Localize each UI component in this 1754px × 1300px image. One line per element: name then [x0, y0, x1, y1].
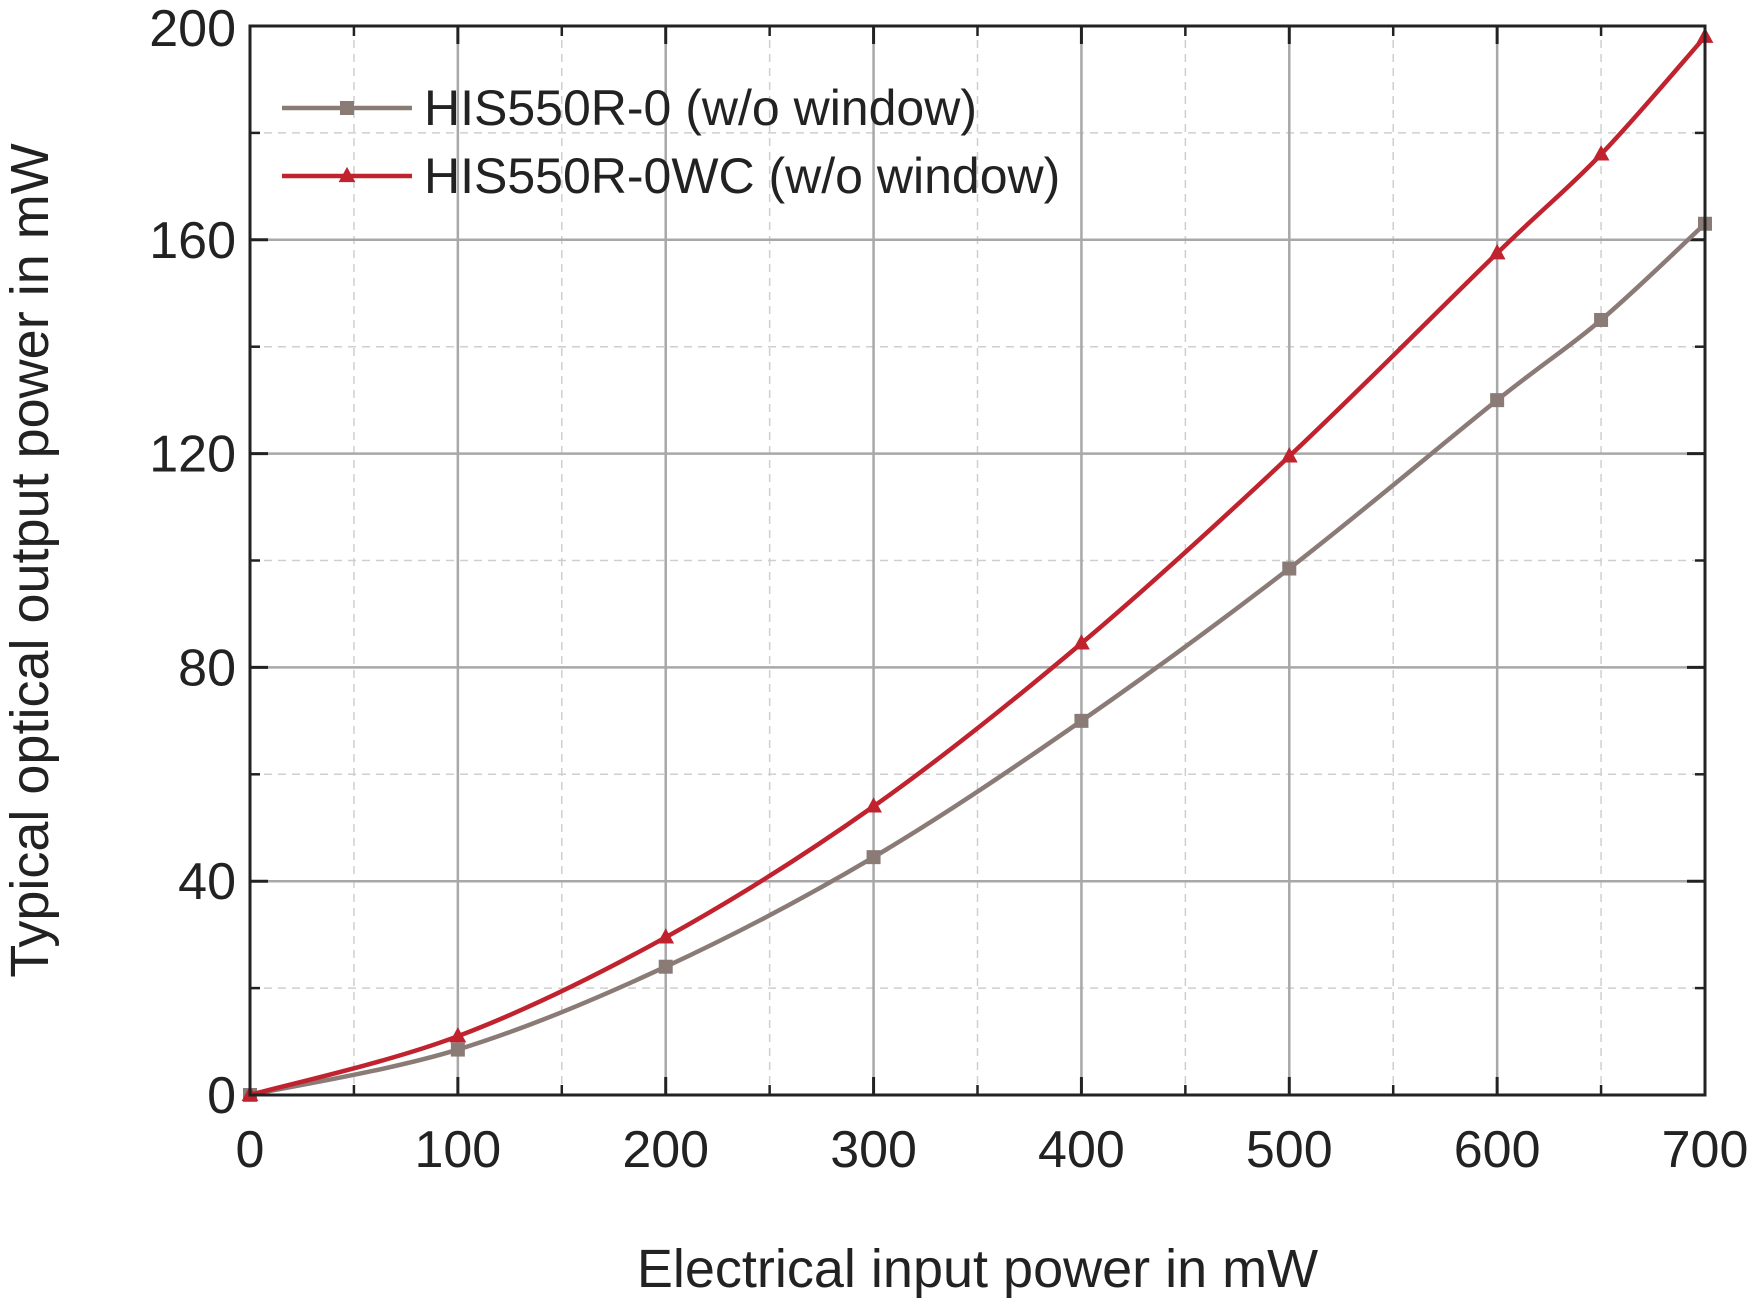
x-tick-label: 600: [1454, 1121, 1541, 1179]
grid: [248, 24, 1707, 1097]
legend-swatch-marker: [338, 166, 356, 183]
x-tick-label: 300: [830, 1121, 917, 1179]
data-point: [865, 797, 882, 813]
y-tick-labels: 0 40 80 120 160 200: [149, 0, 236, 1125]
legend: HIS550R-0 (w/o window) HIS550R-0WC (w/o w…: [282, 80, 1060, 204]
plot-frame: [248, 24, 1707, 1097]
y-tick-label: 0: [207, 1067, 236, 1125]
y-tick-label: 120: [149, 426, 236, 484]
x-tick-label: 200: [622, 1121, 709, 1179]
y-tick-label: 40: [178, 853, 236, 911]
legend-label: HIS550R-0WC (w/o window): [424, 148, 1060, 204]
y-tick-label: 200: [149, 0, 236, 58]
data-point: [1592, 145, 1610, 161]
series-line: [249, 222, 1707, 1098]
x-axis-title: Electrical input power in mW: [637, 1239, 1318, 1299]
y-axis-title: Typical optical output power in mW: [0, 143, 60, 977]
x-tick-label: 400: [1038, 1121, 1125, 1179]
data-point: [1488, 244, 1506, 260]
series-line: [249, 35, 1707, 1098]
data-point: [866, 850, 881, 865]
data-series: [241, 27, 1714, 1102]
data-point: [1074, 713, 1089, 728]
data-point: [450, 1042, 465, 1057]
x-tick-labels: 0 100 200 300 400 500 600 700: [236, 1121, 1749, 1179]
data-point: [1594, 312, 1609, 327]
legend-item-1: HIS550R-0 (w/o window): [282, 80, 977, 136]
x-tick-label: 0: [236, 1121, 265, 1179]
legend-swatch-marker: [340, 101, 354, 115]
x-tick-label: 500: [1246, 1121, 1333, 1179]
data-point: [658, 959, 673, 974]
data-point: [1490, 393, 1505, 408]
x-tick-label: 700: [1662, 1121, 1749, 1179]
legend-item-2: HIS550R-0WC (w/o window): [282, 148, 1060, 204]
y-tick-label: 160: [149, 212, 236, 270]
legend-label: HIS550R-0 (w/o window): [424, 80, 977, 136]
data-point: [449, 1027, 467, 1043]
data-point: [1282, 561, 1297, 576]
y-tick-label: 80: [178, 639, 236, 697]
x-tick-label: 100: [414, 1121, 501, 1179]
data-point: [657, 928, 675, 944]
data-point: [1073, 634, 1090, 650]
data-point: [1280, 447, 1298, 463]
